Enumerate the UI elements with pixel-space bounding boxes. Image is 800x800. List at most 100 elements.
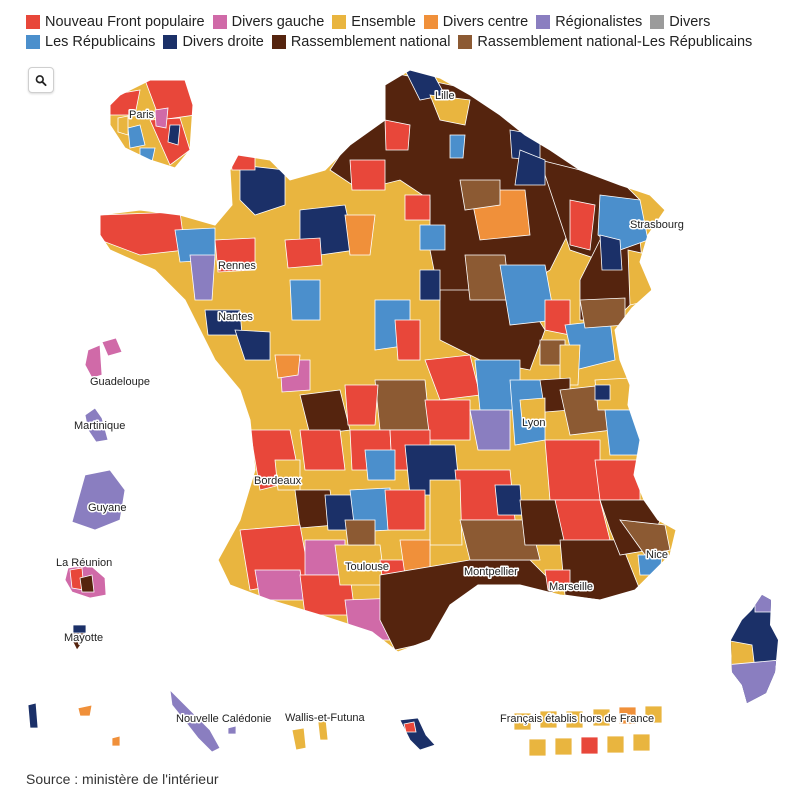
legend-swatch [332, 15, 347, 29]
paris-region[interactable] [154, 107, 169, 129]
region-lille[interactable] [404, 68, 446, 101]
region-idf[interactable] [404, 194, 431, 221]
region-poitou[interactable] [274, 354, 301, 379]
region-lorraine[interactable] [569, 199, 596, 251]
paris-region[interactable] [167, 124, 181, 146]
polynesie-shape[interactable] [403, 721, 417, 733]
francais-etranger-square[interactable] [580, 736, 599, 755]
legend-item[interactable]: Divers gauche [212, 13, 324, 31]
region-auvergne[interactable] [424, 399, 471, 441]
island-shape[interactable] [111, 735, 121, 747]
legend-item[interactable]: Divers droite [163, 33, 264, 51]
zoom-button[interactable] [28, 67, 54, 93]
region-charente[interactable] [299, 429, 346, 471]
island-shape[interactable] [77, 704, 93, 717]
corse[interactable] [725, 590, 785, 710]
region-limousin[interactable] [344, 384, 379, 426]
region-champagne[interactable] [459, 179, 501, 211]
region-tarn[interactable] [384, 489, 426, 531]
francais-etranger-square[interactable] [513, 712, 532, 731]
martinique-shape[interactable] [84, 407, 109, 443]
region-picardie[interactable] [349, 159, 386, 191]
reunion-shape[interactable] [79, 574, 95, 593]
francais-etranger-square[interactable] [606, 735, 625, 754]
paris-region[interactable] [127, 124, 146, 149]
francais-etranger-square[interactable] [539, 710, 558, 729]
mayotte-shape[interactable] [72, 624, 87, 634]
francais-etranger-square[interactable] [632, 733, 651, 752]
francais-etranger-square[interactable] [565, 710, 584, 729]
guadeloupe-shape[interactable] [101, 337, 123, 357]
region-idf[interactable] [419, 224, 446, 251]
paris-inset[interactable] [100, 75, 200, 175]
legend-item[interactable]: Divers [650, 13, 710, 31]
region-lille[interactable] [429, 94, 471, 126]
legend-item[interactable]: Nouveau Front populaire [26, 13, 205, 31]
corse-region[interactable] [754, 590, 776, 613]
region-nantes[interactable] [234, 329, 271, 361]
region-maine[interactable] [284, 237, 323, 269]
region-lyon[interactable] [519, 397, 546, 421]
region-alsace[interactable] [627, 249, 653, 306]
francais-etranger-square[interactable] [618, 706, 637, 725]
legend-item[interactable]: Les Républicains [26, 33, 155, 51]
label-bordeaux: Bordeaux [254, 475, 302, 487]
francais-etranger-square[interactable] [554, 737, 573, 756]
legend-item[interactable]: Rassemblement national-Les Républicains [458, 33, 752, 51]
region-normandy[interactable] [239, 164, 286, 216]
region-centre[interactable] [394, 319, 421, 361]
region-nord[interactable] [384, 119, 411, 151]
legend-item[interactable]: Régionalistes [536, 13, 642, 31]
region-nice[interactable] [619, 519, 671, 556]
region-savoie[interactable] [594, 384, 611, 401]
wallis-futuna-shape[interactable] [317, 719, 329, 741]
paris-region[interactable] [139, 147, 156, 163]
region-aveyron[interactable] [494, 484, 523, 516]
region-gard[interactable] [459, 519, 541, 561]
paris-region[interactable] [117, 115, 129, 136]
region-dordogne[interactable] [364, 449, 396, 481]
region-alsace[interactable] [599, 234, 623, 271]
france-mainland[interactable] [90, 60, 690, 660]
region-pays-basque[interactable] [254, 569, 306, 601]
legend-item[interactable]: Rassemblement national [271, 33, 450, 51]
legend-item[interactable]: Divers centre [423, 13, 528, 31]
region-idf-west[interactable] [344, 214, 376, 256]
corse-region[interactable] [725, 659, 780, 710]
region-auvergne[interactable] [469, 409, 511, 451]
wallis-futuna-shape[interactable] [291, 727, 307, 751]
nouvelle-caledonie-shape[interactable] [169, 688, 221, 753]
francais-etranger-square[interactable] [644, 705, 663, 724]
region-brittany[interactable] [189, 254, 216, 301]
region-alsace[interactable] [597, 194, 649, 251]
region-marseille[interactable] [544, 569, 571, 591]
region-limousin[interactable] [374, 379, 431, 431]
region-aveyron[interactable] [429, 479, 463, 546]
region-jura[interactable] [559, 344, 581, 386]
nouvelle-caledonie-shape[interactable] [227, 725, 237, 735]
region-maine[interactable] [289, 279, 321, 321]
overseas[interactable] [27, 337, 663, 757]
region-provence[interactable] [554, 499, 611, 546]
guyane-shape[interactable] [71, 469, 126, 531]
island-shape[interactable] [27, 702, 39, 729]
region-jura[interactable] [579, 297, 626, 329]
legend-swatch [536, 15, 551, 29]
guadeloupe-shape[interactable] [84, 344, 103, 379]
region-ardennes[interactable] [514, 149, 546, 186]
region-hautes-alpes[interactable] [594, 459, 641, 501]
region-normandy[interactable] [229, 149, 256, 171]
label-montpellier: Montpellier [464, 566, 518, 578]
francais-etranger-square[interactable] [528, 738, 547, 757]
region-centre[interactable] [419, 269, 441, 301]
region-savoie[interactable] [604, 409, 641, 456]
legend-item[interactable]: Ensemble [332, 13, 416, 31]
francais-etranger-square[interactable] [592, 708, 611, 727]
legend-swatch [163, 35, 178, 49]
region-nord[interactable] [449, 134, 466, 159]
region-rennes[interactable] [214, 237, 256, 273]
region-isere[interactable] [544, 439, 601, 501]
polynesie-shape[interactable] [399, 717, 436, 751]
region-tarn-et-garonne[interactable] [344, 519, 376, 546]
